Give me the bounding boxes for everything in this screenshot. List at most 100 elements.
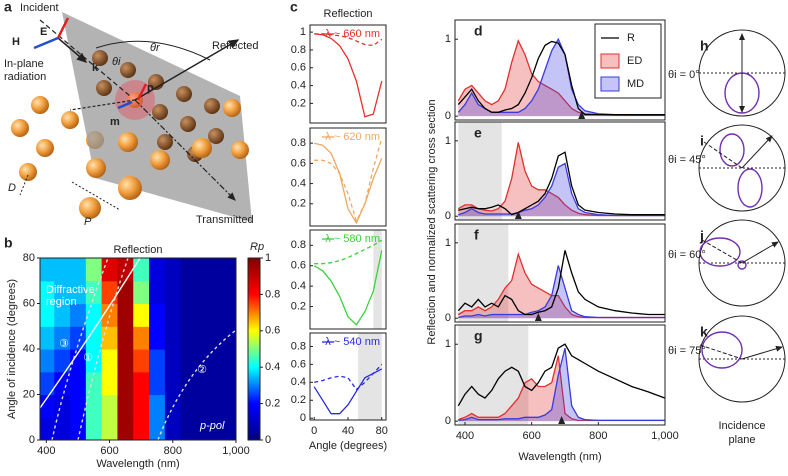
pattern-lobe — [701, 331, 743, 369]
heat-cell — [180, 371, 198, 396]
line — [457, 40, 665, 116]
heat-cell — [117, 303, 134, 327]
line — [313, 250, 383, 326]
heat-cell — [40, 371, 55, 396]
heat-cell — [228, 417, 236, 440]
y-tick-label: 1 — [445, 33, 451, 45]
pattern-lobe — [737, 260, 747, 270]
heat-cell — [54, 394, 71, 418]
heat-cell — [101, 326, 119, 350]
area-outline — [458, 347, 665, 422]
heat-cell — [212, 303, 229, 327]
area — [458, 40, 665, 117]
panel-letter: g — [474, 328, 483, 344]
heat-cell — [196, 258, 213, 282]
heat-cell — [85, 258, 103, 282]
heat-cell — [180, 303, 198, 327]
heat-cell — [70, 326, 87, 350]
heat-cell — [54, 371, 71, 396]
area — [458, 348, 665, 422]
y-tick-label: 0.6 — [291, 62, 306, 74]
heat-cell — [164, 326, 182, 350]
area — [458, 163, 665, 217]
panel-letter: f — [474, 227, 479, 243]
heat-cell — [133, 394, 150, 418]
heat-cell — [101, 349, 119, 373]
heat-cell — [164, 349, 182, 373]
label-reflected: Reflected — [212, 40, 258, 52]
y-tick-label: 0 — [29, 434, 35, 446]
guide-curve — [40, 258, 141, 409]
caption: Incidence — [718, 420, 765, 432]
marker-arrow — [514, 211, 522, 219]
heat-cell — [40, 280, 55, 305]
label-p: p — [147, 82, 154, 94]
panel-letter: d — [474, 23, 483, 39]
polar-diagram — [698, 29, 786, 117]
y-axis-label: Angle of incidence (degrees) — [6, 279, 18, 419]
heat-cell — [54, 303, 71, 327]
heat-cell — [101, 371, 119, 396]
x-tick-label: 400 — [37, 445, 55, 457]
x-axis-label: Wavelength (nm) — [518, 451, 601, 463]
line — [314, 239, 383, 265]
label-h: H — [12, 36, 20, 48]
heat-cell — [196, 417, 213, 440]
line — [314, 33, 383, 47]
y-tick-label: 40 — [23, 343, 35, 355]
colorbar-tick-label: 0 — [265, 434, 271, 446]
y-tick-label: 0.8 — [291, 44, 306, 56]
y-tick-label: 0.8 — [291, 137, 306, 149]
series-label: λ ~ 580 nm — [325, 233, 380, 245]
heat-cell — [101, 280, 119, 305]
heat-cell — [228, 303, 236, 327]
y-tick-label: 0.6 — [291, 157, 306, 169]
arrow — [699, 344, 743, 360]
x-tick-label: 1,000 — [651, 430, 679, 442]
heat-cell — [85, 303, 103, 327]
arrow — [741, 345, 783, 360]
heat-cell — [70, 394, 87, 418]
heat-cell — [180, 349, 198, 373]
heat-cell — [149, 326, 166, 350]
area — [458, 265, 665, 319]
heat-cell — [212, 394, 229, 418]
heat-cell — [212, 417, 229, 440]
y-tick-label: 1 — [300, 26, 306, 38]
colorbar-label: Rp — [250, 241, 264, 253]
annotation: p-pol — [199, 420, 225, 432]
heat-cell — [133, 303, 150, 327]
polar-diagram — [698, 124, 786, 212]
plot-frame — [309, 229, 387, 330]
pattern-lobe — [719, 133, 745, 167]
heat-cell — [54, 280, 71, 305]
x-tick-label: 400 — [456, 430, 474, 442]
label-theta-r: θr — [150, 42, 161, 54]
label-in-plane: radiation — [4, 71, 46, 83]
arrow — [741, 135, 773, 169]
series-label: λ ~ 620 nm — [325, 131, 380, 143]
polar-diagram — [698, 219, 786, 307]
plot-frame — [309, 127, 387, 227]
line — [314, 142, 383, 225]
colorbar-tick-label: 0.4 — [265, 361, 280, 373]
panel-letter: h — [700, 38, 709, 54]
heat-cell — [70, 280, 87, 305]
guide-curve — [77, 258, 129, 440]
annotation: ① — [83, 352, 93, 364]
heat-cell — [228, 280, 236, 305]
heat-cell — [196, 303, 213, 327]
heat-cell — [40, 258, 55, 282]
plot-frame — [454, 223, 666, 323]
angle-label: θi = 60° — [668, 249, 706, 261]
arrow — [741, 241, 779, 264]
heat-cell — [180, 394, 198, 418]
y-tick-label: 0.2 — [291, 300, 306, 312]
label-theta-i: θi — [112, 56, 121, 68]
heat-cell — [133, 417, 150, 440]
heat-cell — [149, 394, 166, 418]
pattern-lobe — [737, 168, 763, 208]
heat-cell — [101, 417, 119, 440]
heat-cell — [54, 417, 71, 440]
shaded-region — [358, 333, 382, 420]
